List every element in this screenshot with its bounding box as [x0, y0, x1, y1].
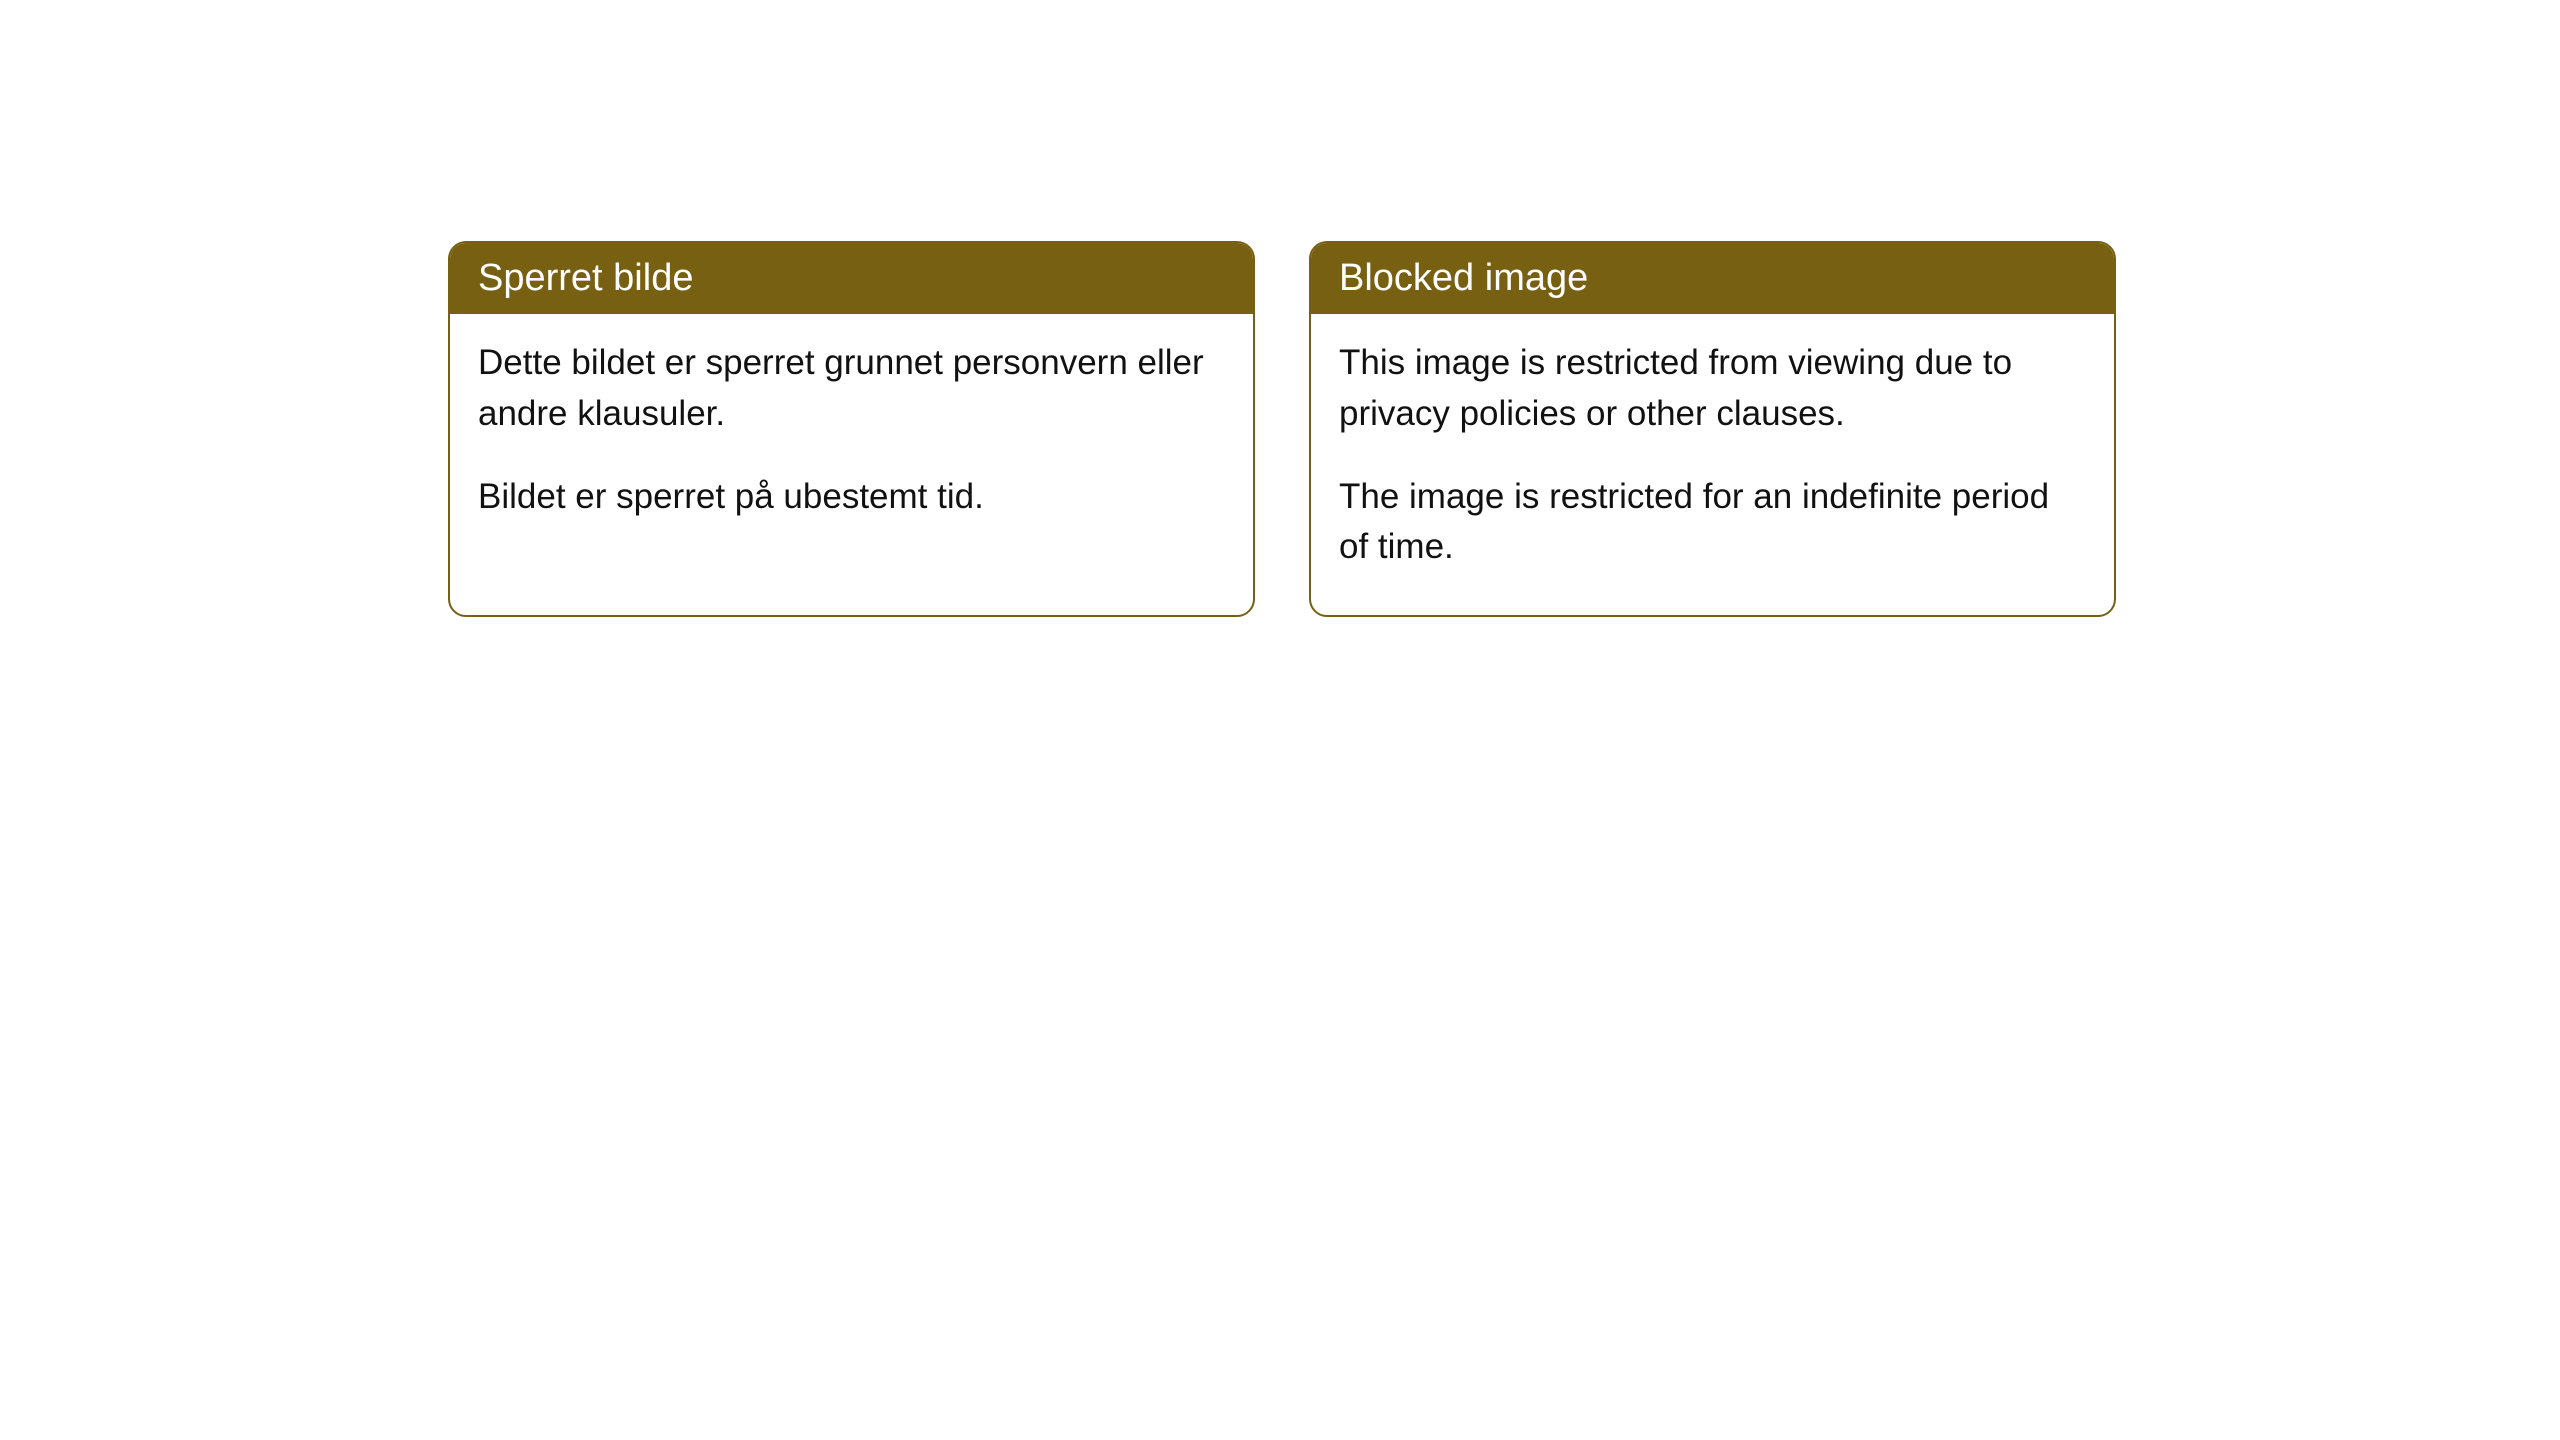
card-title: Sperret bilde	[478, 257, 693, 299]
card-paragraph: This image is restricted from viewing du…	[1339, 338, 2086, 440]
card-header: Sperret bilde	[450, 243, 1253, 314]
card-body: Dette bildet er sperret grunnet personve…	[450, 314, 1253, 564]
card-paragraph: Dette bildet er sperret grunnet personve…	[478, 338, 1225, 440]
card-title: Blocked image	[1339, 257, 1588, 299]
notice-card-english: Blocked image This image is restricted f…	[1309, 241, 2116, 617]
card-header: Blocked image	[1311, 243, 2114, 314]
card-body: This image is restricted from viewing du…	[1311, 314, 2114, 615]
notice-container: Sperret bilde Dette bildet er sperret gr…	[448, 241, 2116, 617]
card-paragraph: The image is restricted for an indefinit…	[1339, 472, 2086, 574]
notice-card-norwegian: Sperret bilde Dette bildet er sperret gr…	[448, 241, 1255, 617]
card-paragraph: Bildet er sperret på ubestemt tid.	[478, 472, 1225, 523]
